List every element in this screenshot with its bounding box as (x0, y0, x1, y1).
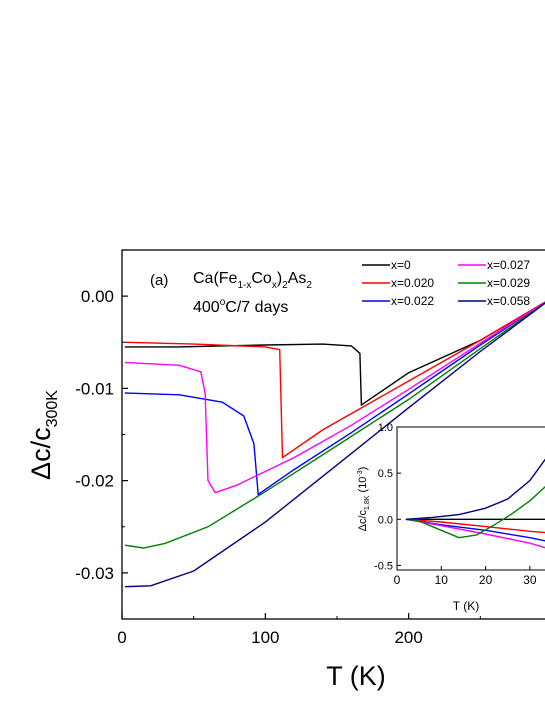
inset-x-tick-label: 0 (394, 573, 401, 587)
series-line-5 (124, 302, 545, 588)
anneal-pre: 400 (193, 299, 220, 316)
panel-label: (a) (150, 272, 168, 289)
inset-y-tick-label: 1.0 (378, 422, 393, 434)
legend-label-2: x=0.022 (391, 294, 434, 308)
inset-x-axis-label: T (K) (453, 599, 479, 613)
series-line-2 (124, 301, 545, 496)
formula-sub: 1-x (237, 280, 251, 291)
anneal-sup: o (220, 297, 226, 308)
legend-label-4: x=0.029 (487, 276, 530, 290)
anneal-annotation: 400oC/7 days (193, 297, 288, 316)
formula-sub: x (272, 280, 277, 291)
inset-y-label-base: Δc/c (357, 509, 369, 531)
inset-series-line-1 (405, 518, 545, 534)
y-axis-label-sub: 300K (44, 390, 61, 428)
inset-y-tick-label: 0.5 (378, 468, 393, 480)
inset-x-tick-label: 20 (479, 573, 493, 587)
series-line-0 (124, 301, 545, 407)
legend-label-0: x=0 (391, 258, 411, 272)
inset-ticks: 0 10 20 30 1.0 0.5 0.0 -0.5 (374, 422, 537, 587)
main-series-group (124, 301, 545, 588)
x-axis-label: T (K) (326, 661, 386, 691)
formula-sub: 2 (306, 280, 312, 291)
inset-plot: 0 10 20 30 1.0 0.5 0.0 -0.5 Δc/c1.8K (10-3) T (… (357, 422, 545, 613)
anneal-post: C/7 days (225, 299, 288, 316)
inset-series-group (405, 458, 545, 549)
x-tick-label: 200 (394, 628, 422, 647)
formula-part: Ca(Fe (193, 270, 238, 287)
inset-background (397, 427, 545, 570)
inset-series-line-4 (405, 485, 545, 539)
y-tick-label: -0.03 (75, 564, 114, 583)
formula-part: As (288, 270, 307, 287)
legend-label-1: x=0.020 (391, 276, 434, 290)
inset-x-tick-label: 10 (435, 573, 449, 587)
y-tick-label: -0.01 (75, 379, 114, 398)
inset-series-line-5 (405, 458, 545, 520)
inset-x-tick-label: 30 (523, 573, 537, 587)
legend-label-3: x=0.027 (487, 258, 530, 272)
legend: x=0 x=0.020 x=0.022 x=0.027 x=0.029 x=0.058 (362, 258, 530, 308)
inset-y-label-tail: (10 (357, 477, 369, 496)
composition-annotation: Ca(Fe1-xCox)2As2 (193, 270, 312, 291)
y-tick-label: -0.02 (75, 472, 114, 491)
inset-series-line-3 (405, 518, 545, 549)
legend-label-5: x=0.058 (487, 294, 530, 308)
series-line-1 (124, 301, 545, 459)
formula-part: ) (277, 270, 282, 287)
inset-y-tick-label: -0.5 (374, 560, 393, 572)
formula-part: Co (251, 270, 272, 287)
y-axis-label: Δc/c300K (26, 390, 61, 480)
formula-sub: 2 (282, 280, 288, 291)
y-tick-label: 0.00 (81, 287, 114, 306)
inset-y-label-end: ) (357, 467, 369, 471)
inset-y-label-sup: -3 (357, 470, 364, 476)
inset-axes-frame (396, 426, 545, 571)
inset-y-tick-label: 0.0 (378, 514, 393, 526)
y-axis-label-base: Δc/c (26, 427, 56, 480)
series-line-4 (124, 302, 545, 549)
series-line-3 (124, 301, 545, 494)
x-tick-label: 0 (117, 628, 126, 647)
x-tick-label: 100 (251, 628, 279, 647)
inset-y-label-sub: 1.8K (364, 495, 371, 510)
inset-y-axis-label: Δc/c1.8K (10-3) (357, 467, 371, 532)
